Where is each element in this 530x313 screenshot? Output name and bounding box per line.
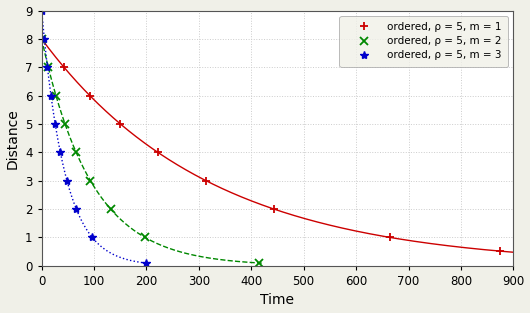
ordered, ρ = 5, m = 2 bbox=[45, 65, 51, 69]
ordered, ρ = 5, m = 1 bbox=[39, 37, 45, 41]
X-axis label: Time: Time bbox=[260, 294, 295, 307]
Legend: ordered, ρ = 5, m = 1, ordered, ρ = 5, m = 2, ordered, ρ = 5, m = 3: ordered, ρ = 5, m = 1, ordered, ρ = 5, m… bbox=[339, 16, 508, 67]
ordered, ρ = 5, m = 2 bbox=[73, 151, 79, 154]
ordered, ρ = 5, m = 1 bbox=[271, 207, 277, 211]
ordered, ρ = 5, m = 3 bbox=[89, 236, 95, 239]
ordered, ρ = 5, m = 2 bbox=[87, 179, 94, 183]
ordered, ρ = 5, m = 1 bbox=[387, 236, 394, 239]
ordered, ρ = 5, m = 3 bbox=[41, 37, 48, 41]
ordered, ρ = 5, m = 1 bbox=[155, 151, 161, 154]
ordered, ρ = 5, m = 3 bbox=[57, 151, 64, 154]
ordered, ρ = 5, m = 2 bbox=[62, 122, 68, 126]
ordered, ρ = 5, m = 2 bbox=[256, 261, 262, 265]
ordered, ρ = 5, m = 1 bbox=[497, 249, 504, 253]
ordered, ρ = 5, m = 1 bbox=[87, 94, 93, 98]
ordered, ρ = 5, m = 2 bbox=[142, 236, 148, 239]
ordered, ρ = 5, m = 3 bbox=[48, 94, 54, 98]
Line: ordered, ρ = 5, m = 1: ordered, ρ = 5, m = 1 bbox=[38, 35, 505, 255]
ordered, ρ = 5, m = 2 bbox=[108, 207, 114, 211]
ordered, ρ = 5, m = 1 bbox=[117, 122, 123, 126]
Line: ordered, ρ = 5, m = 2: ordered, ρ = 5, m = 2 bbox=[38, 35, 263, 267]
ordered, ρ = 5, m = 3 bbox=[143, 261, 149, 265]
ordered, ρ = 5, m = 2 bbox=[53, 94, 59, 98]
Line: ordered, ρ = 5, m = 3: ordered, ρ = 5, m = 3 bbox=[38, 6, 151, 267]
ordered, ρ = 5, m = 1 bbox=[203, 179, 209, 183]
ordered, ρ = 5, m = 2 bbox=[39, 37, 45, 41]
ordered, ρ = 5, m = 1 bbox=[61, 65, 67, 69]
Y-axis label: Distance: Distance bbox=[5, 108, 20, 169]
ordered, ρ = 5, m = 3 bbox=[39, 9, 45, 13]
ordered, ρ = 5, m = 3 bbox=[44, 65, 50, 69]
ordered, ρ = 5, m = 3 bbox=[64, 179, 70, 183]
ordered, ρ = 5, m = 3 bbox=[52, 122, 58, 126]
ordered, ρ = 5, m = 3 bbox=[73, 207, 79, 211]
